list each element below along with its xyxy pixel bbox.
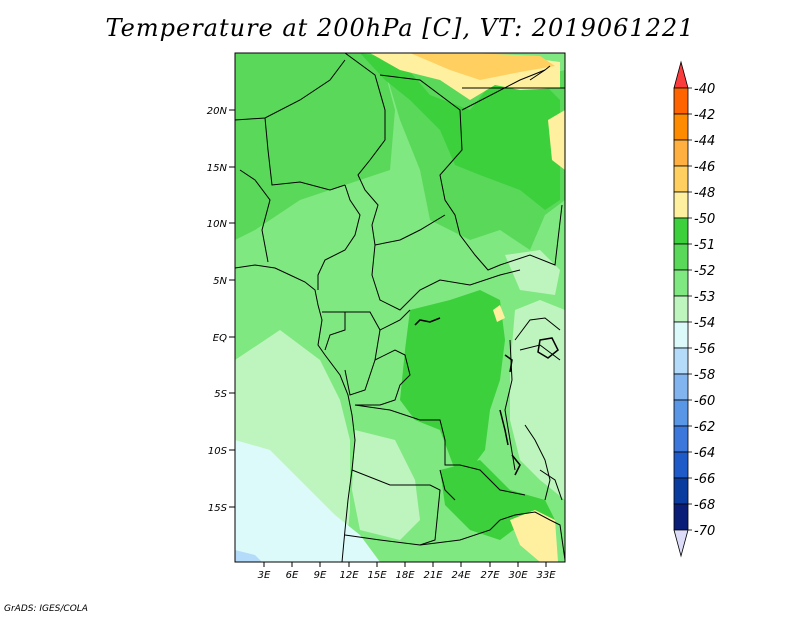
lon-label-3e: 3E	[258, 570, 271, 581]
region-56-southwest	[235, 440, 380, 562]
colorbar-label: -62	[694, 420, 715, 435]
colorbar-label: -68	[694, 498, 715, 513]
lon-label-15e: 15E	[367, 570, 387, 581]
country-borders	[235, 53, 565, 562]
lat-label-5s: 5S	[214, 389, 227, 400]
colorbar-label: -70	[694, 524, 715, 539]
colorbar-label: -66	[694, 472, 715, 487]
colorbar-cell	[673, 217, 689, 245]
colorbar-label: -56	[694, 342, 715, 357]
colorbar-label: -64	[694, 446, 715, 461]
longitude-axis: 3E 6E 9E 12E 15E 18E 21E 24E 27E 30E 33E	[258, 562, 556, 581]
colorbar-cell	[673, 295, 689, 323]
colorbar-cell	[673, 477, 689, 505]
colorbar-cell	[673, 269, 689, 297]
lon-label-18e: 18E	[395, 570, 415, 581]
colorbar-cell	[673, 165, 689, 193]
lat-label-15s: 15S	[208, 503, 228, 514]
colorbar-label: -50	[694, 212, 715, 227]
colorbar-label: -40	[694, 82, 715, 97]
coastline	[235, 264, 356, 562]
lon-label-33e: 33E	[536, 570, 556, 581]
colorbar-label: -51	[694, 238, 715, 253]
map-frame	[234, 52, 566, 563]
lat-label-10s: 10S	[208, 446, 228, 457]
latitude-axis: 20N 15N 10N 5N EQ 5S 10S 15S	[207, 106, 235, 514]
lon-label-6e: 6E	[286, 570, 299, 581]
region-50-southeast	[510, 510, 558, 562]
footer-credit: GrADS: IGES/COLA	[4, 604, 88, 614]
lat-label-5n: 5N	[213, 276, 227, 287]
colorbar-cell	[673, 399, 689, 427]
colorbar-label: -60	[694, 394, 715, 409]
lon-label-21e: 21E	[423, 570, 443, 581]
region-54-center-south	[352, 430, 420, 540]
colorbar-label: -46	[694, 160, 715, 175]
colorbar-cell	[673, 139, 689, 167]
lon-label-12e: 12E	[339, 570, 359, 581]
region-54-southeast	[510, 300, 565, 500]
colorbar-top-arrow	[673, 60, 689, 89]
colorbar-label: -44	[694, 134, 715, 149]
region-50-east	[548, 110, 565, 170]
region-50-spot	[493, 305, 505, 322]
colorbar-label: -42	[694, 108, 715, 123]
colorbar-cell	[673, 347, 689, 375]
lon-label-30e: 30E	[508, 570, 528, 581]
colorbar-label: -53	[694, 290, 715, 305]
colorbar-cell	[673, 321, 689, 349]
lat-label-15n: 15N	[207, 163, 228, 174]
region-51-central	[400, 290, 505, 470]
region-52-west	[235, 53, 395, 240]
colorbar-label: -54	[694, 316, 715, 331]
colorbar-cell	[673, 87, 689, 115]
colorbar: -40 -42 -44 -46 -48 -50 -51 -52 -53 -54 -56 -58 -60 -…	[673, 60, 715, 558]
colorbar-cell	[673, 113, 689, 141]
colorbar-cell	[673, 425, 689, 453]
lat-label-10n: 10N	[207, 219, 228, 230]
colorbar-cell	[673, 373, 689, 401]
temperature-field	[235, 53, 565, 562]
colorbar-cell	[673, 191, 689, 219]
lon-label-27e: 27E	[480, 570, 500, 581]
colorbar-label: -48	[694, 186, 715, 201]
lat-label-eq: EQ	[213, 333, 227, 344]
colorbar-cell	[673, 243, 689, 271]
region-58-corner	[235, 550, 262, 562]
colorbar-cell	[673, 503, 689, 531]
lat-label-20n: 20N	[207, 106, 228, 117]
lon-label-24e: 24E	[451, 570, 471, 581]
chart-title: Temperature at 200hPa [C], VT: 201906122…	[105, 14, 695, 42]
lon-label-9e: 9E	[314, 570, 327, 581]
region-51-northeast	[360, 53, 560, 210]
region-48-north	[410, 53, 555, 80]
colorbar-bottom-arrow	[673, 529, 689, 558]
colorbar-cell	[673, 451, 689, 479]
colorbar-label: -52	[694, 264, 715, 279]
colorbar-label: -58	[694, 368, 715, 383]
